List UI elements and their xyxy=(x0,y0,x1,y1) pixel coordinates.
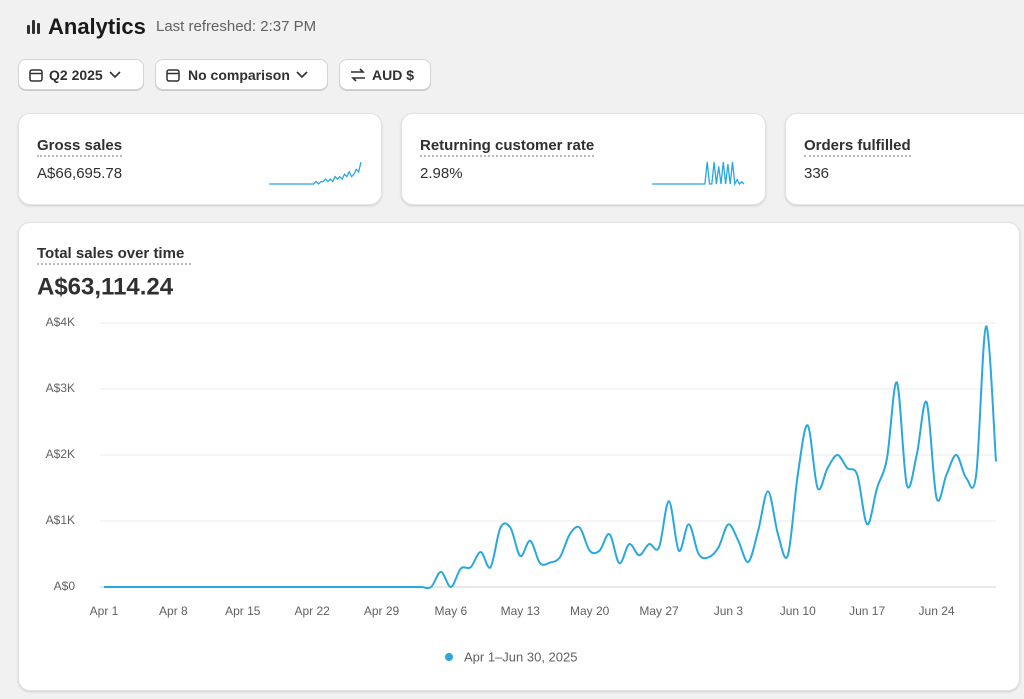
x-tick-label: Jun 3 xyxy=(714,604,744,618)
chart-title: Total sales over time xyxy=(37,245,184,262)
filter-label: Q2 2025 xyxy=(49,66,103,83)
x-tick-label: Apr 15 xyxy=(225,604,261,618)
sparkline-path xyxy=(269,161,362,185)
calendar-icon xyxy=(166,68,180,82)
metric-value: A$66,695.78 xyxy=(37,165,123,182)
date-filter[interactable]: Q2 2025 xyxy=(18,59,144,90)
x-tick-label: Jun 10 xyxy=(780,604,816,618)
legend-label: Apr 1–Jun 30, 2025 xyxy=(464,649,577,664)
x-tick-label: Jun 17 xyxy=(849,604,885,618)
calendar-icon xyxy=(29,68,43,82)
x-tick-label: May 27 xyxy=(639,604,679,618)
y-tick-label: A$2K xyxy=(46,447,75,461)
metric-label: Returning customer rate xyxy=(420,137,595,157)
y-tick-label: A$0 xyxy=(54,579,76,593)
sparkline xyxy=(269,161,362,185)
x-tick-label: Apr 1 xyxy=(90,604,119,618)
x-tick-label: Jun 24 xyxy=(919,604,955,618)
filter-label: No comparison xyxy=(188,66,290,83)
metric-value: 336 xyxy=(804,165,830,182)
chart-card xyxy=(18,222,1020,691)
chevron xyxy=(109,70,121,78)
x-tick-label: May 20 xyxy=(570,604,610,618)
metric-label: Gross sales xyxy=(37,137,123,157)
filter-label: AUD $ xyxy=(372,66,415,83)
x-tick-label: Apr 29 xyxy=(364,604,400,618)
comparison-filter[interactable]: No comparison xyxy=(155,59,328,90)
sparkline xyxy=(652,161,745,186)
currency-filter[interactable]: AUD $ xyxy=(339,59,431,90)
x-tick-label: May 13 xyxy=(501,604,541,618)
y-tick-label: A$4K xyxy=(46,315,75,329)
x-tick-label: Apr 22 xyxy=(294,604,330,618)
page-title: Analytics xyxy=(48,14,146,39)
sparkline-path xyxy=(652,161,745,186)
metric-card[interactable]: Returning customer rate 2.98% xyxy=(401,113,766,205)
legend-marker xyxy=(445,653,453,661)
swap-icon xyxy=(351,67,365,82)
metric-value: 2.98% xyxy=(420,165,463,182)
analytics-icon xyxy=(27,20,40,34)
last-refreshed: Last refreshed: 2:37 PM xyxy=(156,18,317,35)
metric-card[interactable]: Orders fulfilled 336 xyxy=(785,113,1024,205)
x-tick-label: May 6 xyxy=(435,604,468,618)
chart-total: A$63,114.24 xyxy=(37,273,174,300)
y-tick-label: A$3K xyxy=(46,381,75,395)
metric-label: Orders fulfilled xyxy=(804,137,911,157)
x-tick-label: Apr 8 xyxy=(159,604,188,618)
metric-card[interactable]: Gross sales A$66,695.78 xyxy=(18,113,382,205)
chevron xyxy=(296,70,308,78)
y-tick-label: A$1K xyxy=(46,513,75,527)
line-series xyxy=(104,325,997,590)
